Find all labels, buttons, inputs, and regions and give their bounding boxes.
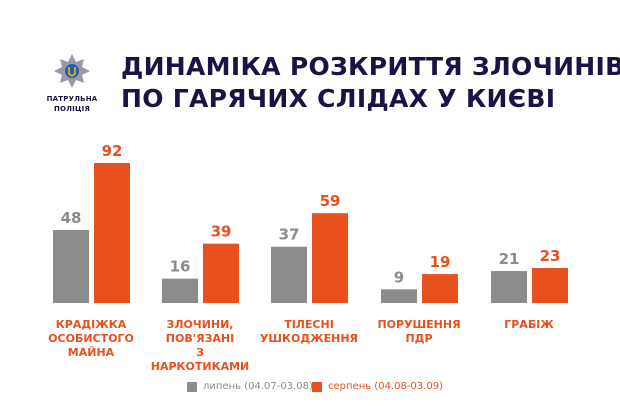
data-label: 59	[320, 192, 341, 210]
page-title-line2: ПО ГАРЯЧИХ СЛІДАХ У КИЄВІ	[121, 84, 556, 113]
category-label-line: МАЙНА	[67, 346, 115, 359]
category-label: ТІЛЕСНІ УШКОДЖЕННЯ	[254, 318, 364, 346]
logo-text-line1: ПАТРУЛЬНА	[46, 95, 98, 103]
page-title-line1: ДИНАМІКА РОЗКРИТТЯ ЗЛОЧИНІВ	[121, 52, 620, 81]
category-label-line: КРАДІЖКА	[55, 318, 127, 331]
category-label-line: УШКОДЖЕННЯ	[259, 332, 359, 345]
category-label: КРАДІЖКА ОСОБИСТОГО МАЙНА	[36, 318, 146, 360]
bar	[271, 246, 307, 303]
logo-text-line2: ПОЛІЦІЯ	[53, 105, 91, 113]
bar	[312, 213, 348, 303]
legend-label: серпень (04.08-03.09)	[328, 381, 443, 392]
bar	[532, 268, 568, 303]
category-label-line: ЗЛОЧИНИ,	[166, 318, 234, 331]
data-label: 16	[170, 258, 191, 276]
legend-item-august: серпень (04.08-03.09)	[312, 381, 443, 392]
category-label-line: ПДР	[405, 332, 433, 345]
legend-label: липень (04.07-03.08)	[203, 381, 313, 392]
category-label-line: ПОВ'ЯЗАНІ	[165, 332, 235, 345]
legend-swatch-gray	[187, 381, 197, 392]
category-label: ЗЛОЧИНИ, ПОВ'ЯЗАНІ З НАРКОТИКАМИ	[145, 318, 255, 374]
legend-swatch-orange	[312, 381, 322, 392]
police-star-logo-icon	[54, 54, 90, 88]
category-label-line: ОСОБИСТОГО	[48, 332, 134, 345]
bar	[203, 243, 239, 303]
data-label: 39	[211, 223, 232, 241]
data-label: 37	[279, 226, 300, 244]
data-label: 21	[499, 250, 520, 268]
bar	[53, 229, 89, 303]
category-label: ГРАБІЖ	[474, 318, 584, 332]
bar	[162, 278, 198, 303]
bar	[94, 163, 130, 303]
data-label: 19	[430, 253, 451, 271]
category-label: ПОРУШЕННЯ ПДР	[364, 318, 474, 346]
data-label: 92	[102, 142, 123, 160]
category-label-line: ПОРУШЕННЯ	[377, 318, 461, 331]
bar	[491, 271, 527, 303]
data-label: 48	[61, 209, 82, 227]
legend-item-july: липень (04.07-03.08)	[187, 381, 313, 392]
category-label-line: ТІЛЕСНІ	[284, 318, 334, 331]
data-label: 23	[540, 247, 561, 265]
data-label: 9	[394, 268, 404, 286]
category-label-line: ГРАБІЖ	[504, 318, 554, 331]
bar	[381, 289, 417, 303]
category-label-line: З НАРКОТИКАМИ	[150, 346, 250, 373]
bar	[422, 274, 458, 303]
